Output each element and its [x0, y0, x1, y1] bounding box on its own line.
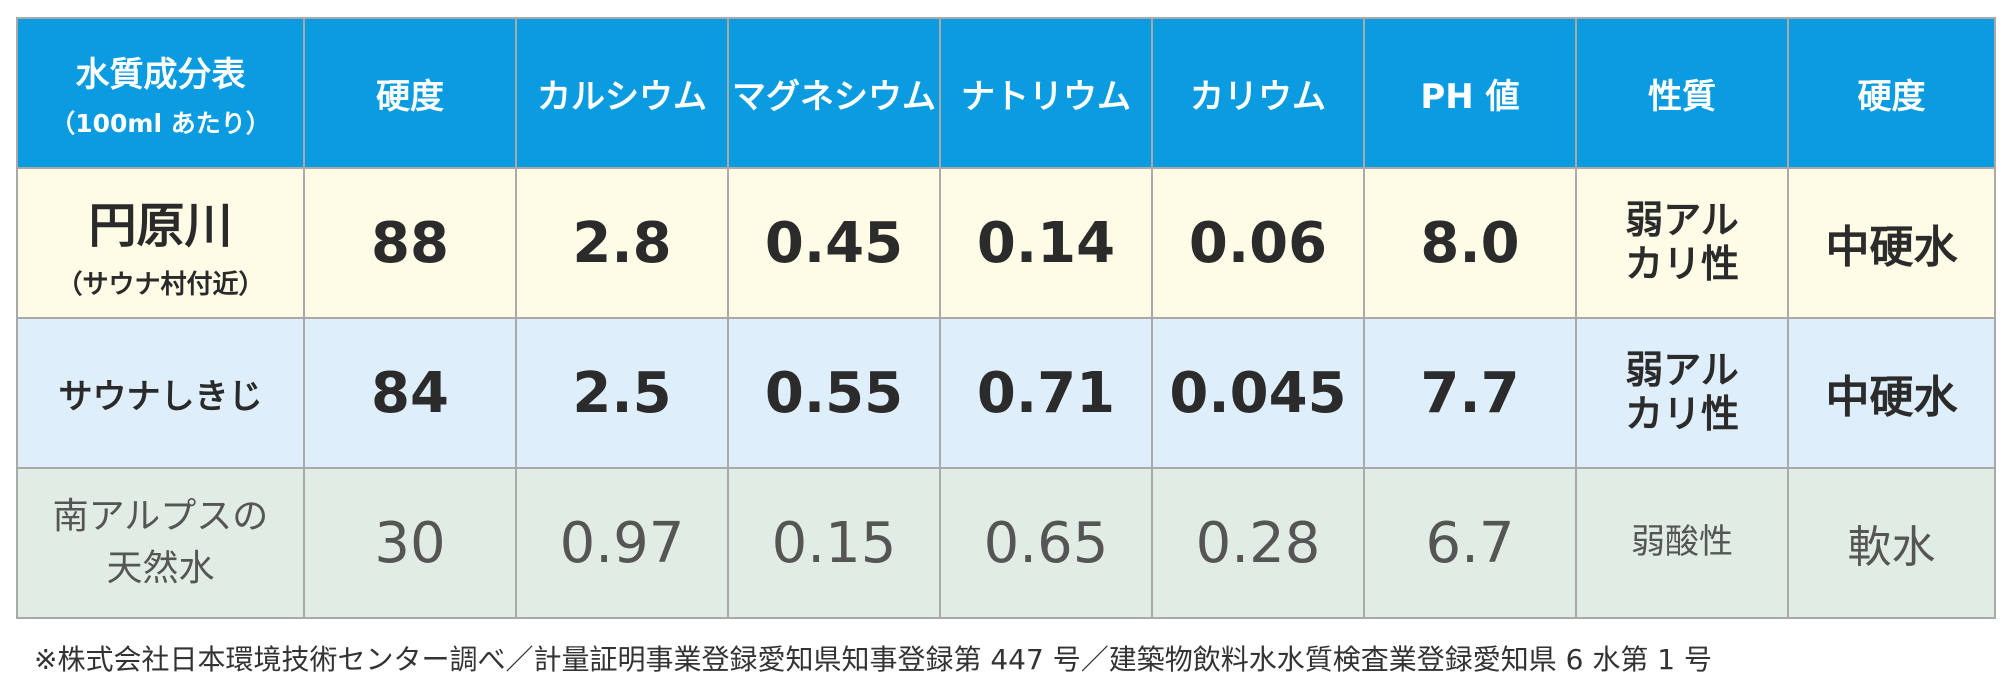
table-row: 円原川 （サウナ村付近） 88 2.8 0.45 0.14 0.06 8.0 弱…: [16, 167, 1996, 319]
calcium-value: 2.8: [515, 167, 729, 319]
water-quality-table-container: 水質成分表 （100ml あたり） 硬度 カルシウム マグネシウム ナトリウム …: [16, 17, 1996, 619]
potassium-value: 0.045: [1151, 317, 1365, 469]
ph-value: 7.7: [1363, 317, 1577, 469]
potassium-value: 0.28: [1151, 467, 1365, 619]
row-name-line-1: 南アルプスの: [52, 495, 269, 537]
row-name-cell: 円原川 （サウナ村付近）: [16, 167, 305, 319]
water-type-value: 中硬水: [1787, 317, 1996, 469]
sodium-value: 0.65: [939, 467, 1153, 619]
property-line-2: カリ性: [1624, 242, 1739, 286]
hardness-value: 30: [303, 467, 517, 619]
row-name-line-2: 天然水: [106, 548, 215, 589]
header-title-cell: 水質成分表 （100ml あたり）: [16, 17, 305, 169]
table-row: サウナしきじ 84 2.5 0.55 0.71 0.045 7.7 弱アル カリ…: [16, 317, 1996, 469]
water-quality-table: 水質成分表 （100ml あたり） 硬度 カルシウム マグネシウム ナトリウム …: [16, 17, 1996, 619]
calcium-value: 2.5: [515, 317, 729, 469]
hardness-value: 84: [303, 317, 517, 469]
column-header-property: 性質: [1575, 17, 1789, 169]
row-name-cell: 南アルプスの 天然水: [16, 467, 305, 619]
property-line-2: カリ性: [1624, 392, 1739, 436]
table-row: 南アルプスの 天然水 30 0.97 0.15 0.65 0.28 6.7 弱酸…: [16, 467, 1996, 619]
property-line-1: 弱アル: [1625, 348, 1739, 393]
ph-value: 8.0: [1363, 167, 1577, 319]
property-cell: 弱アル カリ性: [1575, 167, 1789, 319]
column-header-water-type: 硬度: [1787, 17, 1996, 169]
row-name: 円原川: [88, 197, 233, 254]
row-name: サウナしきじ: [58, 376, 263, 417]
calcium-value: 0.97: [515, 467, 729, 619]
column-header-hardness: 硬度: [303, 17, 517, 169]
column-header-ph: PH 値: [1363, 17, 1577, 169]
column-header-magnesium: マグネシウム: [727, 17, 941, 169]
row-name-sub: （サウナ村付近）: [56, 269, 265, 300]
property-line-1: 弱アル: [1625, 198, 1739, 243]
row-name-cell: サウナしきじ: [16, 317, 305, 469]
magnesium-value: 0.55: [727, 317, 941, 469]
magnesium-value: 0.15: [727, 467, 941, 619]
table-subtitle: （100ml あたり）: [50, 108, 271, 138]
property-value: 弱酸性: [1575, 467, 1789, 619]
column-header-potassium: カリウム: [1151, 17, 1365, 169]
column-header-calcium: カルシウム: [515, 17, 729, 169]
magnesium-value: 0.45: [727, 167, 941, 319]
sodium-value: 0.14: [939, 167, 1153, 319]
sodium-value: 0.71: [939, 317, 1153, 469]
potassium-value: 0.06: [1151, 167, 1365, 319]
ph-value: 6.7: [1363, 467, 1577, 619]
property-cell: 弱アル カリ性: [1575, 317, 1789, 469]
table-title: 水質成分表: [75, 54, 246, 95]
water-type-value: 軟水: [1787, 467, 1996, 619]
hardness-value: 88: [303, 167, 517, 319]
column-header-sodium: ナトリウム: [939, 17, 1153, 169]
water-type-value: 中硬水: [1787, 167, 1996, 319]
header-row: 水質成分表 （100ml あたり） 硬度 カルシウム マグネシウム ナトリウム …: [16, 17, 1996, 169]
source-footnote: ※株式会社日本環境技術センター調べ／計量証明事業登録愛知県知事登録第 447 号…: [34, 643, 1712, 676]
row-name: 南アルプスの 天然水: [19, 491, 302, 595]
